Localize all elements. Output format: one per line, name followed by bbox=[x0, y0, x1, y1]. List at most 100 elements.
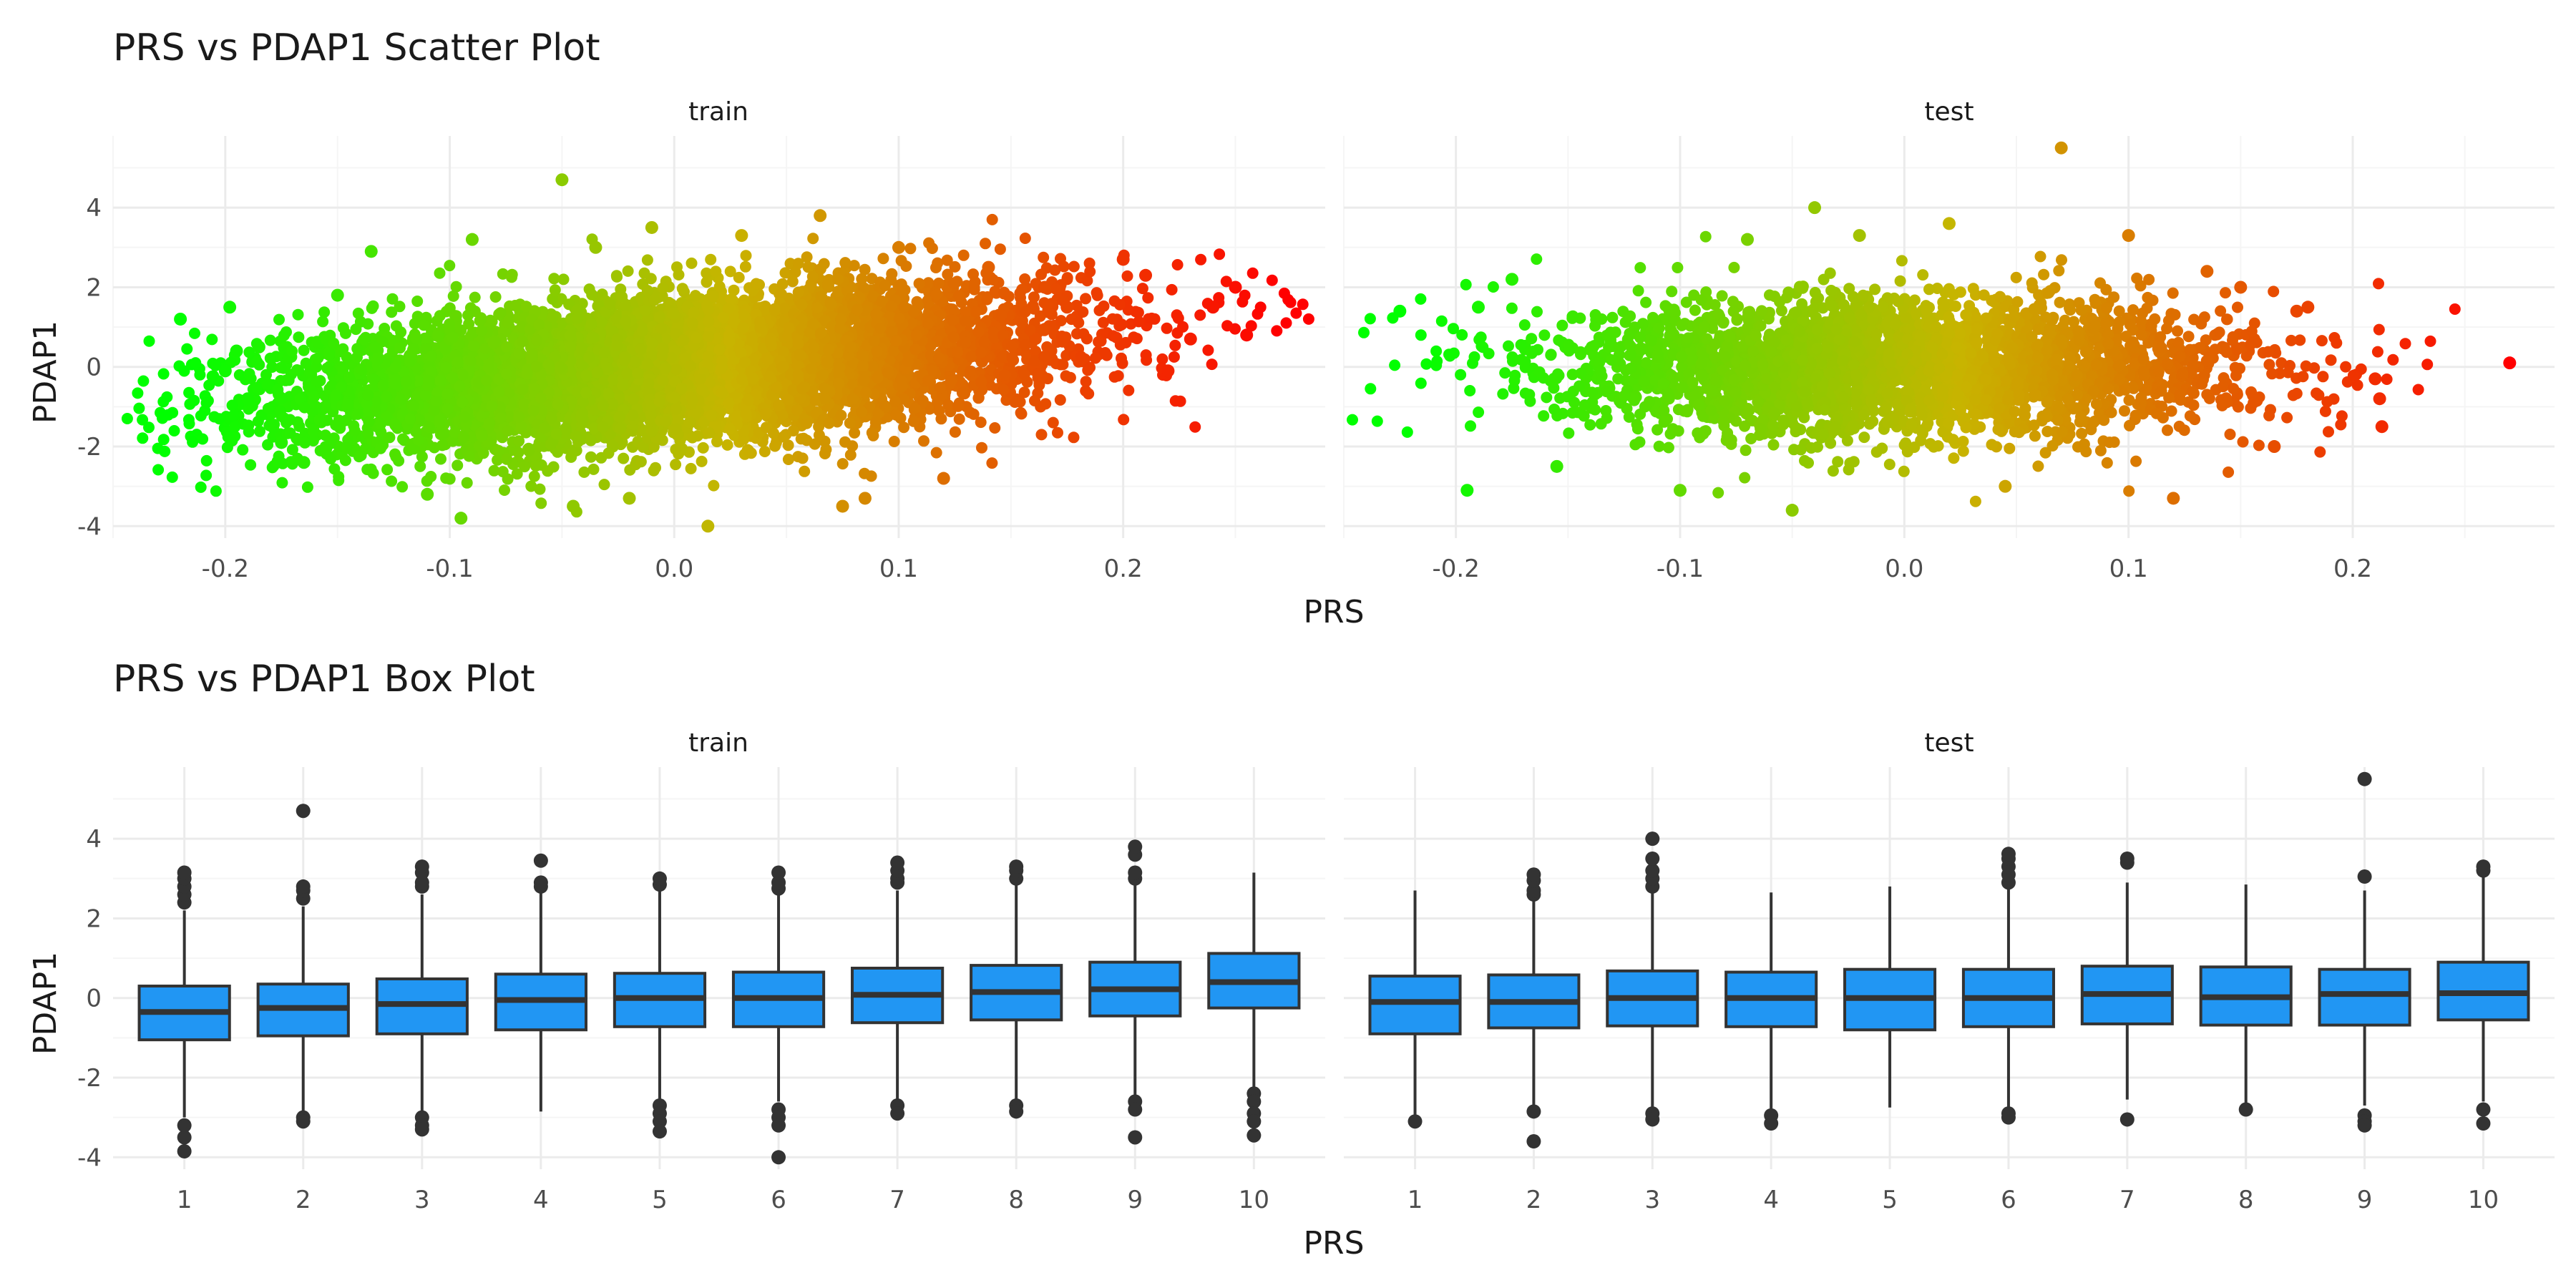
scatter-point bbox=[264, 334, 276, 346]
scatter-point bbox=[739, 260, 751, 273]
scatter-point bbox=[728, 284, 740, 296]
scatter-point bbox=[308, 423, 320, 435]
scatter-point bbox=[1169, 339, 1181, 351]
scatter-point bbox=[321, 362, 333, 374]
scatter-point bbox=[228, 409, 240, 421]
scatter-point bbox=[1099, 347, 1111, 358]
scatter-point bbox=[1106, 313, 1118, 325]
scatter-point bbox=[271, 455, 283, 467]
scatter-point bbox=[318, 306, 331, 318]
scatter-point bbox=[981, 293, 993, 306]
scatter-point bbox=[721, 439, 733, 451]
scatter-point bbox=[926, 243, 938, 254]
scatter-point bbox=[957, 249, 970, 261]
scatter-point bbox=[187, 436, 199, 448]
scatter-point bbox=[168, 425, 180, 436]
scatter-point bbox=[1221, 320, 1234, 332]
scatter-point bbox=[463, 450, 475, 462]
scatter-point bbox=[339, 454, 351, 467]
scatter-point bbox=[557, 273, 570, 286]
scatter-point bbox=[1156, 353, 1169, 365]
scatter-point bbox=[425, 471, 437, 482]
scatter-strip-test: test bbox=[1924, 97, 1974, 127]
scatter-point bbox=[1172, 312, 1184, 324]
scatter-point bbox=[798, 432, 809, 444]
scatter-point bbox=[858, 282, 870, 294]
scatter-point bbox=[1245, 320, 1257, 332]
scatter-point bbox=[942, 399, 955, 411]
scatter-point bbox=[886, 268, 898, 280]
scatter-point bbox=[251, 381, 263, 394]
scatter-point bbox=[469, 291, 481, 303]
scatter-point bbox=[292, 308, 304, 321]
scatter-point bbox=[440, 472, 452, 484]
scatter-point bbox=[488, 464, 500, 477]
scatter-point bbox=[701, 267, 713, 279]
scatter-point bbox=[161, 391, 173, 403]
scatter-point bbox=[586, 288, 598, 301]
scatter-strip-train: train bbox=[688, 97, 748, 127]
scatter-y-tick-label: 4 bbox=[86, 194, 102, 223]
scatter-point bbox=[1136, 283, 1148, 295]
scatter-point bbox=[849, 426, 861, 439]
scatter-point bbox=[1052, 426, 1063, 439]
scatter-point bbox=[159, 445, 171, 457]
scatter-point bbox=[877, 253, 889, 265]
scatter-x-tick-label: -0.1 bbox=[426, 555, 473, 583]
scatter-point bbox=[278, 329, 290, 341]
scatter-point bbox=[685, 462, 697, 474]
scatter-point bbox=[1055, 315, 1067, 327]
scatter-point bbox=[152, 464, 165, 476]
scatter-point bbox=[195, 410, 207, 421]
scatter-point bbox=[1118, 414, 1130, 426]
scatter-point bbox=[844, 449, 857, 461]
scatter-point bbox=[286, 444, 298, 456]
scatter-point bbox=[782, 439, 794, 452]
scatter-y-tick-label: 2 bbox=[86, 273, 102, 302]
scatter-point bbox=[986, 457, 998, 469]
scatter-point bbox=[268, 419, 280, 431]
scatter-point bbox=[1019, 233, 1031, 244]
scatter-point bbox=[1049, 264, 1061, 276]
scatter-point bbox=[784, 258, 796, 270]
scatter-point bbox=[1246, 267, 1259, 279]
scatter-point bbox=[362, 428, 374, 439]
scatter-point bbox=[1089, 352, 1101, 364]
scatter-point bbox=[1083, 257, 1096, 269]
scatter-point bbox=[789, 266, 801, 278]
scatter-point bbox=[414, 460, 426, 472]
scatter-point bbox=[178, 365, 190, 377]
scatter-y-tick-label: -2 bbox=[77, 433, 102, 462]
scatter-x-tick-label: 0.1 bbox=[879, 555, 918, 583]
scatter-point bbox=[409, 318, 421, 330]
scatter-point bbox=[733, 271, 745, 283]
scatter-point bbox=[1015, 406, 1027, 419]
scatter-x-tick-label: 0.0 bbox=[655, 555, 693, 583]
scatter-point bbox=[361, 464, 374, 476]
scatter-point bbox=[237, 444, 249, 456]
scatter-point bbox=[333, 471, 345, 483]
scatter-point bbox=[1038, 251, 1050, 263]
scatter-point bbox=[801, 251, 813, 263]
scatter-point bbox=[1091, 287, 1103, 299]
scatter-point bbox=[137, 414, 149, 426]
scatter-point bbox=[189, 327, 200, 339]
scatter-point bbox=[648, 441, 660, 453]
scatter-point bbox=[374, 442, 386, 454]
scatter-point bbox=[1068, 260, 1080, 273]
scatter-point bbox=[686, 257, 698, 269]
scatter-point bbox=[724, 265, 736, 278]
scatter-point bbox=[670, 459, 682, 471]
scatter-point bbox=[252, 415, 264, 427]
scatter-point bbox=[1068, 431, 1080, 444]
scatter-point bbox=[888, 436, 900, 447]
scatter-point bbox=[1110, 331, 1122, 343]
scatter-point bbox=[839, 257, 852, 269]
scatter-point bbox=[1098, 300, 1110, 312]
scatter-point bbox=[489, 291, 502, 303]
scatter-point bbox=[786, 275, 799, 288]
scatter-point bbox=[1202, 344, 1214, 356]
scatter-point bbox=[1254, 301, 1267, 313]
scatter-x-tick-label: -0.2 bbox=[202, 555, 249, 583]
